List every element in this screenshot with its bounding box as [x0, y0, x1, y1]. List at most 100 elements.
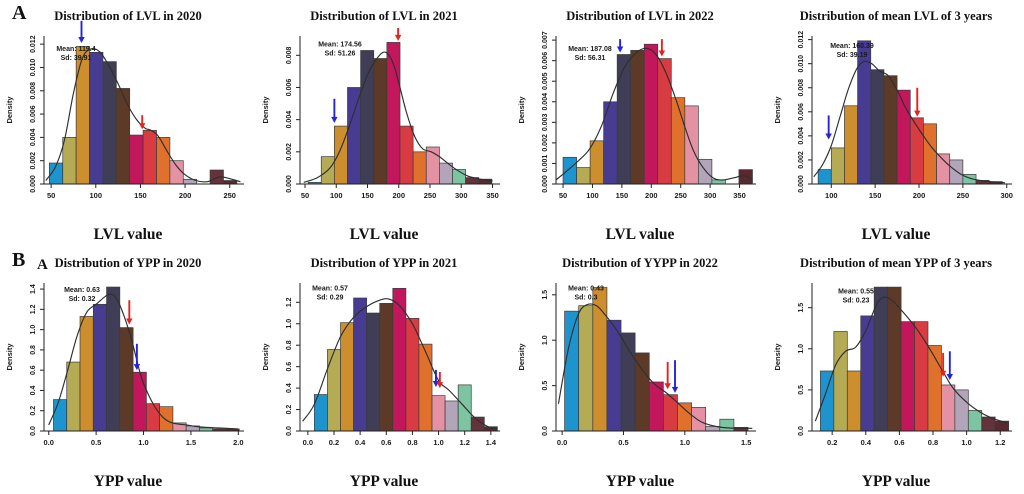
x-tick-label: 100 — [90, 191, 103, 200]
y-tick-label: 0.003 — [542, 113, 549, 131]
histogram-bar — [883, 75, 898, 185]
panel-lvl-2022: Distribution of LVL in 2022 50 100 150 200 2… — [512, 0, 768, 247]
histogram-bar — [132, 371, 147, 432]
histogram-bar — [353, 297, 368, 432]
y-tick-label: 0.4 — [286, 383, 293, 393]
histogram-bar — [900, 321, 915, 432]
x-tick-label: 50 — [559, 191, 567, 200]
x-axis-label: YPP value — [861, 473, 931, 490]
blue-arrow-head-icon — [133, 364, 141, 371]
histogram-bar — [142, 130, 157, 185]
histogram-bar — [340, 322, 354, 432]
x-tick-label: 1.2 — [995, 438, 1005, 447]
y-tick-label: 0.002 — [798, 151, 805, 169]
y-tick-label: 0.004 — [798, 127, 805, 145]
density-curve — [555, 47, 753, 181]
red-arrow-head-icon — [658, 50, 666, 57]
x-tick-label: 300 — [704, 191, 717, 200]
histogram-bar — [412, 151, 427, 185]
blue-arrow-head-icon — [825, 133, 832, 140]
x-tick-label: 0.2 — [329, 438, 339, 447]
x-tick-label: 1.5 — [741, 438, 751, 447]
histogram-bar — [830, 147, 845, 185]
histogram-bar — [334, 125, 348, 185]
histogram-bar — [630, 50, 645, 185]
x-tick-label: 150 — [616, 191, 629, 200]
histogram-bar — [949, 159, 964, 185]
histogram-bar — [691, 407, 707, 432]
panel-title: Distribution of mean LVL of 3 years — [799, 9, 993, 23]
histogram-bar — [327, 349, 341, 432]
mean-annotation: Mean: 119.4 — [56, 46, 95, 53]
x-tick-label: 200 — [645, 191, 658, 200]
panel-ypp-2021: Distribution of YPP in 2021 0.0 0.2 0.4 0.6… — [256, 247, 512, 494]
x-tick-label: 0.8 — [407, 438, 417, 447]
x-tick-label: 0.6 — [381, 438, 391, 447]
y-tick-label: 0.000 — [798, 175, 805, 193]
red-arrow-head-icon — [126, 318, 133, 325]
panel-title: Distribution of YPP in 2020 — [54, 256, 202, 270]
y-tick-label: 0.004 — [286, 111, 293, 129]
x-tick-label: 250 — [223, 191, 236, 200]
y-tick-label: 0.002 — [30, 152, 37, 170]
y-tick-label: 0.8 — [30, 345, 37, 355]
mean-annotation: Mean: 187.08 — [568, 46, 612, 53]
y-axis-label: Density — [261, 343, 270, 371]
x-tick-label: 200 — [392, 191, 405, 200]
histogram-plot-ypp-2022: 0.0 0.5 1.0 1.5 0.0 0.5 1.0 1.5 Density Mean: 0.4… — [517, 283, 756, 447]
y-tick-label: 0.012 — [798, 31, 805, 49]
row-label-a: A — [12, 2, 27, 24]
density-curve — [48, 293, 239, 430]
y-tick-label: 0.012 — [30, 35, 37, 53]
histogram-bar — [634, 352, 650, 432]
histogram-bar — [846, 370, 862, 432]
y-tick-label: 0.5 — [798, 385, 805, 395]
y-tick-label: 0.002 — [542, 134, 549, 152]
histogram-bar — [379, 303, 394, 432]
blue-arrow-head-icon — [616, 46, 624, 53]
x-axis-label: YPP value — [93, 473, 163, 490]
x-tick-label: 250 — [957, 191, 970, 200]
y-tick-label: 0.006 — [798, 103, 805, 121]
histogram-bar — [711, 179, 726, 185]
y-tick-label: 0.6 — [30, 365, 37, 375]
histogram-bar — [589, 140, 605, 185]
panel-lvl-2021: Distribution of LVL in 2021 50 100 150 200 2… — [256, 0, 512, 247]
x-tick-label: 250 — [424, 191, 437, 200]
x-tick-label: 1.5 — [186, 438, 196, 447]
y-tick-label: 0.001 — [542, 155, 549, 173]
y-tick-label: 0.005 — [542, 72, 549, 90]
x-tick-label: 100 — [825, 191, 838, 200]
blue-arrow-head-icon — [78, 36, 85, 43]
histogram-bar — [360, 50, 375, 185]
y-tick-label: 0.006 — [542, 52, 549, 70]
y-tick-label: 0.6 — [286, 362, 293, 372]
histogram-bar — [738, 169, 753, 185]
panel-title: Distribution of LVL in 2021 — [310, 9, 458, 23]
red-arrow-head-icon — [394, 34, 402, 41]
sd-annotation: Sd: 0.29 — [317, 294, 344, 301]
x-axis-label: YPP value — [605, 473, 675, 490]
y-tick-label: 1.0 — [542, 335, 549, 345]
panel-ypp-mean: Distribution of mean YPP of 3 years 0.2 0… — [768, 247, 1024, 494]
y-tick-label: 0.000 — [542, 175, 549, 193]
y-tick-label: 0.004 — [30, 129, 37, 147]
histogram-plot-lvl-2020: 50 100 150 200 250 0.000 0.002 0.004 0.006 0.008 0… — [5, 20, 244, 200]
mean-annotation: Mean: 0.55 — [838, 288, 874, 295]
histogram-bar — [66, 361, 81, 432]
x-tick-label: 150 — [361, 191, 374, 200]
y-tick-label: 0.4 — [30, 385, 37, 395]
x-tick-label: 1.0 — [961, 438, 971, 447]
y-tick-label: 0.000 — [286, 175, 293, 193]
x-tick-label: 200 — [179, 191, 192, 200]
histogram-bar — [102, 61, 117, 185]
red-arrow-head-icon — [939, 370, 947, 377]
panel-title: Distribution of LVL in 2020 — [54, 9, 202, 23]
x-tick-label: 350 — [733, 191, 746, 200]
y-tick-label: 0.004 — [542, 93, 549, 111]
y-tick-label: 0.2 — [30, 406, 37, 416]
histogram-bar — [923, 123, 937, 185]
histogram-bar — [92, 303, 107, 432]
y-tick-label: 0.008 — [286, 46, 293, 64]
